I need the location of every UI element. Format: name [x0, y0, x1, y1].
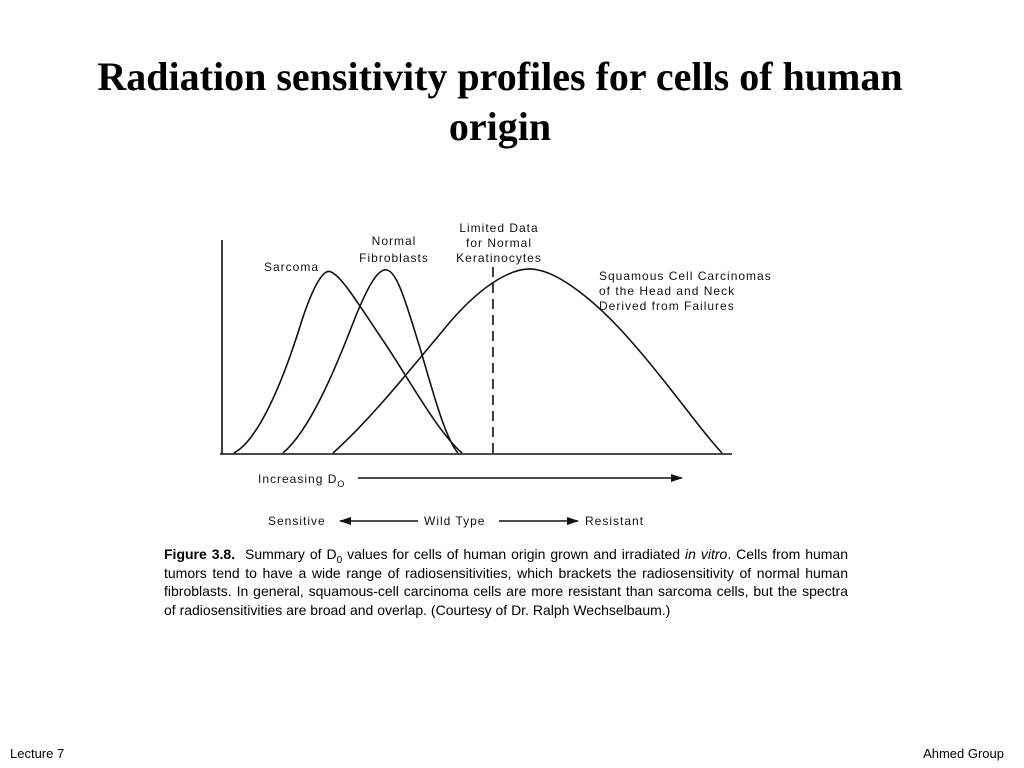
normal-fibroblasts-label-line2: Fibroblasts	[359, 251, 429, 265]
radiosensitivity-diagram: Sarcoma Normal Fibroblasts Limited Data …	[220, 221, 772, 528]
squamous-label-line3: Derived from Failures	[599, 299, 735, 313]
squamous-label-line1: Squamous Cell Carcinomas	[599, 269, 772, 283]
figure-caption-label: Figure 3.8.	[164, 546, 236, 562]
keratinocytes-label-line1: Limited Data	[459, 221, 538, 235]
figure-caption-part1: Summary of D	[245, 546, 337, 562]
footer-lecture: Lecture 7	[10, 746, 65, 761]
keratinocytes-label-line3: Keratinocytes	[456, 251, 542, 265]
sensitive-label: Sensitive	[268, 514, 326, 528]
wild-type-label: Wild Type	[424, 514, 485, 528]
figure-caption-subscript: 0	[336, 554, 343, 566]
increasing-d0-prefix: Increasing D	[258, 472, 337, 486]
figure-caption: Figure 3.8. Summary of D0 values for cel…	[164, 545, 848, 619]
normal-fibroblasts-curve	[282, 269, 459, 454]
sarcoma-curve	[233, 270, 463, 454]
increasing-d0-subscript: O	[337, 479, 345, 489]
normal-fibroblasts-label-line1: Normal	[372, 234, 417, 248]
squamous-cell-carcinoma-curve	[332, 268, 723, 454]
footer-group: Ahmed Group	[923, 746, 1004, 761]
figure-caption-part3: . Cells from human tumors tend to have a…	[164, 546, 849, 618]
resistant-label: Resistant	[585, 514, 644, 528]
sarcoma-label: Sarcoma	[264, 260, 319, 274]
figure-caption-part2: values for cells of human origin grown a…	[342, 546, 686, 562]
squamous-label-line2: of the Head and Neck	[599, 284, 735, 298]
keratinocytes-label-line2: for Normal	[466, 236, 532, 250]
figure-caption-italic: in vitro	[685, 546, 728, 562]
slide-title: Radiation sensitivity profiles for cells…	[97, 54, 903, 149]
increasing-d0-label: Increasing DO	[258, 472, 345, 489]
